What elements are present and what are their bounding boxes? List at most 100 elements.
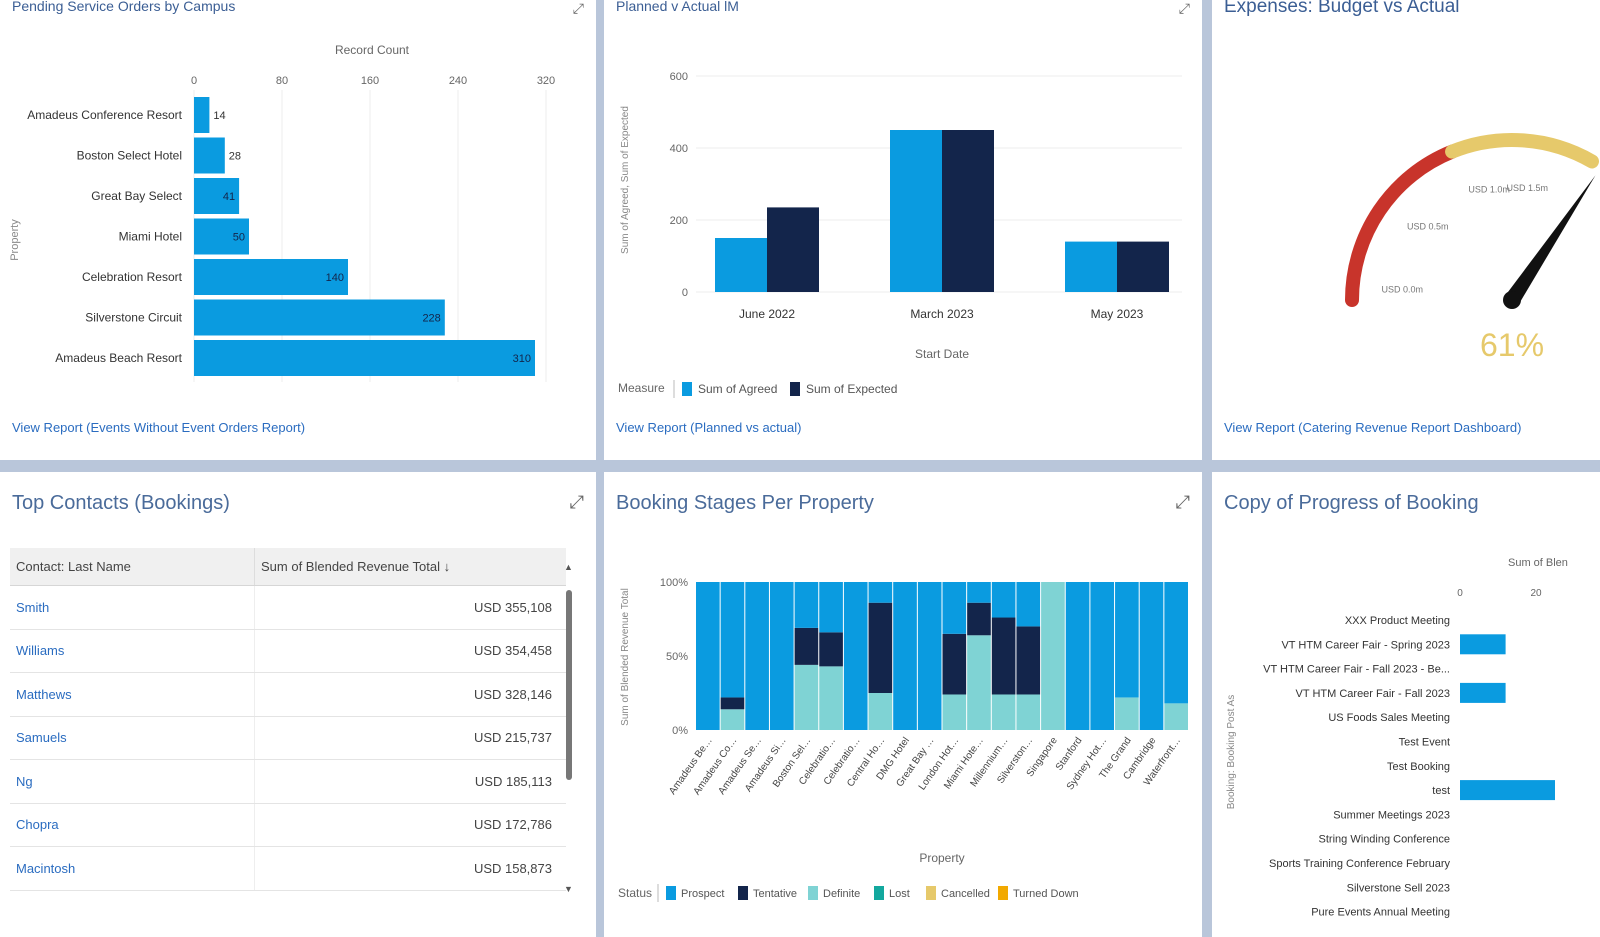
scroll-up-icon[interactable]: ▲: [564, 562, 573, 572]
bar[interactable]: [194, 340, 535, 376]
stack-segment-prospect[interactable]: [967, 582, 991, 603]
legend-swatch[interactable]: [666, 886, 676, 900]
stack-segment-tentative[interactable]: [967, 602, 991, 636]
legend-swatch[interactable]: [874, 886, 884, 900]
data-label: 140: [326, 272, 344, 284]
stack-segment-definite[interactable]: [991, 694, 1016, 730]
bar-sum-of-agreed[interactable]: [1065, 241, 1117, 292]
stack-segment-prospect[interactable]: [991, 582, 1016, 618]
stack-segment-prospect[interactable]: [868, 582, 893, 603]
stack-segment-prospect[interactable]: [843, 582, 868, 730]
contact-name-link[interactable]: Smith: [10, 586, 255, 629]
table-row[interactable]: Smith USD 355,108: [10, 586, 566, 630]
contact-name-link[interactable]: Macintosh: [10, 847, 255, 890]
legend-entry[interactable]: Lost: [889, 888, 910, 900]
stack-segment-prospect[interactable]: [819, 582, 843, 633]
legend-entry[interactable]: Definite: [823, 888, 860, 900]
stack-segment-prospect[interactable]: [917, 582, 942, 730]
stack-segment-prospect[interactable]: [942, 582, 967, 634]
table-row[interactable]: Chopra USD 172,786: [10, 803, 566, 847]
legend-swatch[interactable]: [790, 382, 800, 396]
contact-name-link[interactable]: Williams: [10, 629, 255, 672]
scroll-down-icon[interactable]: ▼: [564, 884, 573, 894]
y-category-label: Silverstone Circuit: [85, 311, 182, 325]
stack-segment-prospect[interactable]: [1164, 582, 1188, 704]
bar[interactable]: [194, 97, 210, 133]
column-header-revenue[interactable]: Sum of Blended Revenue Total ↓: [261, 559, 451, 574]
legend-entry[interactable]: Sum of Agreed: [698, 382, 777, 396]
stack-segment-tentative[interactable]: [720, 697, 745, 710]
stack-segment-prospect[interactable]: [745, 582, 769, 730]
bar[interactable]: [1460, 682, 1506, 703]
stack-segment-prospect[interactable]: [1115, 582, 1139, 698]
table-row[interactable]: Matthews USD 328,146: [10, 673, 566, 717]
table-scrollbar[interactable]: [566, 590, 572, 780]
gauge-needle: [1505, 175, 1596, 305]
expand-icon[interactable]: ⤢: [572, 0, 584, 16]
contact-name-link[interactable]: Ng: [10, 760, 255, 803]
bar-sum-of-expected[interactable]: [767, 207, 819, 292]
stack-segment-definite[interactable]: [819, 666, 843, 730]
view-report-link[interactable]: View Report (Catering Revenue Report Das…: [1224, 420, 1522, 435]
stack-segment-tentative[interactable]: [942, 633, 967, 695]
stack-segment-definite[interactable]: [1016, 694, 1041, 730]
legend-entry[interactable]: Tentative: [753, 888, 797, 900]
bar-sum-of-expected[interactable]: [942, 130, 994, 292]
contact-name-link[interactable]: Chopra: [10, 803, 255, 846]
legend-entry[interactable]: Prospect: [681, 888, 724, 900]
bar[interactable]: [194, 259, 348, 295]
expand-icon[interactable]: ⤢: [1175, 492, 1190, 512]
legend-entry[interactable]: Turned Down: [1013, 888, 1079, 900]
bar-sum-of-agreed[interactable]: [715, 238, 767, 292]
bar[interactable]: [194, 218, 249, 255]
stack-segment-definite[interactable]: [868, 693, 893, 730]
bar[interactable]: [194, 178, 240, 214]
legend-swatch[interactable]: [998, 886, 1008, 900]
stack-segment-tentative[interactable]: [794, 627, 819, 665]
stack-segment-prospect[interactable]: [720, 582, 745, 698]
legend-swatch[interactable]: [926, 886, 936, 900]
stack-segment-prospect[interactable]: [794, 582, 819, 628]
legend-entry[interactable]: Sum of Expected: [806, 382, 897, 396]
stack-segment-prospect[interactable]: [1065, 582, 1090, 730]
bar[interactable]: [1460, 780, 1555, 801]
bar[interactable]: [194, 137, 225, 174]
bar[interactable]: [1460, 634, 1506, 655]
table-row[interactable]: Williams USD 354,458: [10, 629, 566, 673]
table-row[interactable]: Ng USD 185,113: [10, 760, 566, 804]
bar-sum-of-agreed[interactable]: [890, 130, 942, 292]
table-row[interactable]: Samuels USD 215,737: [10, 716, 566, 760]
stack-segment-prospect[interactable]: [1139, 582, 1164, 730]
stack-segment-prospect[interactable]: [696, 582, 720, 730]
stack-segment-tentative[interactable]: [991, 617, 1016, 695]
bar[interactable]: [194, 299, 445, 336]
panel-title: Pending Service Orders by Campus: [12, 0, 236, 14]
stack-segment-definite[interactable]: [720, 709, 745, 730]
view-report-link[interactable]: View Report (Events Without Event Orders…: [12, 420, 306, 435]
expand-icon[interactable]: ⤢: [1178, 0, 1190, 16]
stack-segment-definite[interactable]: [794, 664, 819, 730]
stack-segment-tentative[interactable]: [819, 632, 843, 667]
stack-segment-definite[interactable]: [942, 694, 967, 730]
stack-segment-prospect[interactable]: [893, 582, 917, 730]
legend-swatch[interactable]: [682, 382, 692, 396]
stack-segment-tentative[interactable]: [868, 602, 893, 693]
contact-name-link[interactable]: Matthews: [10, 673, 255, 716]
expand-icon[interactable]: ⤢: [569, 492, 584, 512]
stack-segment-prospect[interactable]: [1090, 582, 1115, 730]
contact-name-link[interactable]: Samuels: [10, 716, 255, 759]
column-header-contact[interactable]: Contact: Last Name: [10, 548, 255, 585]
stack-segment-definite[interactable]: [1041, 582, 1065, 730]
legend-swatch[interactable]: [738, 886, 748, 900]
stack-segment-definite[interactable]: [1164, 703, 1188, 730]
legend-entry[interactable]: Cancelled: [941, 888, 990, 900]
stack-segment-tentative[interactable]: [1016, 626, 1041, 695]
stack-segment-definite[interactable]: [1115, 697, 1139, 730]
table-row[interactable]: Macintosh USD 158,873: [10, 847, 566, 891]
legend-swatch[interactable]: [808, 886, 818, 900]
stack-segment-prospect[interactable]: [1016, 582, 1041, 627]
bar-sum-of-expected[interactable]: [1117, 241, 1169, 292]
view-report-link[interactable]: View Report (Planned vs actual): [616, 420, 802, 435]
stack-segment-prospect[interactable]: [769, 582, 794, 730]
stack-segment-definite[interactable]: [967, 635, 991, 730]
